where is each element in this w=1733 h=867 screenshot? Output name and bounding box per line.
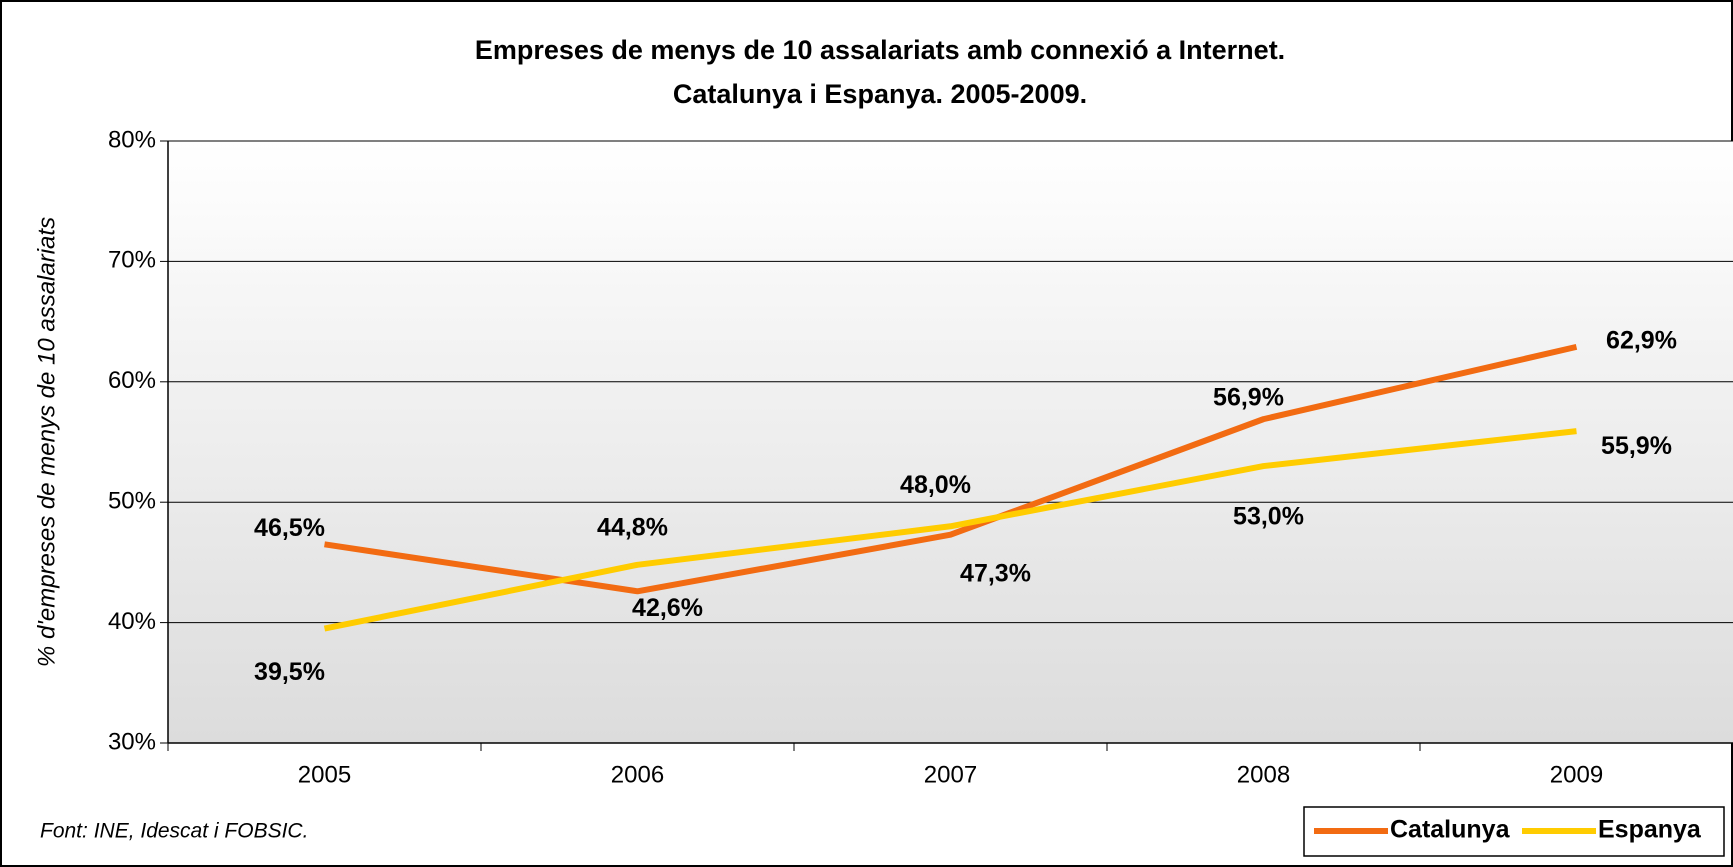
data-label: 47,3% bbox=[960, 559, 1031, 587]
y-tick-label: 30% bbox=[108, 728, 156, 755]
x-tick-label: 2008 bbox=[1237, 761, 1290, 788]
y-tick-label: 80% bbox=[108, 126, 156, 153]
x-tick-label: 2009 bbox=[1550, 761, 1603, 788]
y-tick-label: 70% bbox=[108, 247, 156, 274]
x-tick-label: 2006 bbox=[611, 761, 664, 788]
data-label: 56,9% bbox=[1213, 384, 1284, 412]
data-label: 55,9% bbox=[1601, 432, 1672, 460]
legend-label: Catalunya bbox=[1390, 816, 1511, 844]
line bbox=[323, 428, 1577, 632]
y-axis-label: % d'empreses de menys de 10 assalariats bbox=[33, 217, 60, 667]
data-label: 46,5% bbox=[254, 514, 325, 542]
data-label: 48,0% bbox=[900, 471, 971, 499]
chart-title: Empreses de menys de 10 assalariats amb … bbox=[475, 35, 1285, 65]
data-label: 62,9% bbox=[1606, 326, 1677, 354]
y-tick-label: 50% bbox=[108, 488, 156, 515]
x-tick-label: 2005 bbox=[298, 761, 351, 788]
y-tick-label: 40% bbox=[108, 608, 156, 635]
source: Font: INE, Idescat i FOBSIC. bbox=[40, 820, 308, 843]
line bbox=[324, 343, 1578, 595]
x-tick-label: 2007 bbox=[924, 761, 977, 788]
data-label: 44,8% bbox=[597, 513, 668, 541]
data-label: 53,0% bbox=[1233, 503, 1304, 531]
data-label: 39,5% bbox=[254, 658, 325, 686]
legend-label: Espanya bbox=[1598, 816, 1702, 844]
y-tick-label: 60% bbox=[108, 367, 156, 394]
chart-title: Catalunya i Espanya. 2005-2009. bbox=[673, 79, 1087, 109]
data-label: 42,6% bbox=[632, 594, 703, 622]
